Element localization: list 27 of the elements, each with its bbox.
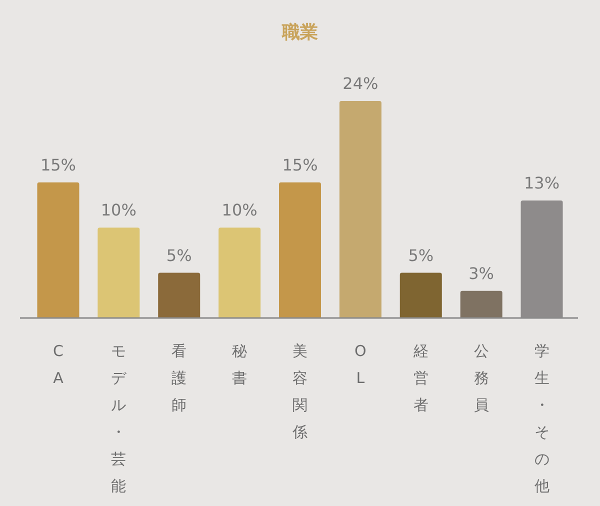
data-label: 15% <box>282 155 318 174</box>
bar <box>158 272 200 318</box>
bar <box>339 101 382 318</box>
bar <box>98 228 140 318</box>
data-label: 5% <box>408 246 434 265</box>
x-tick-label: OL <box>354 342 366 387</box>
x-tick-label: 看護師 <box>172 342 187 414</box>
x-tick-label: 経営者 <box>412 342 428 414</box>
data-label: 10% <box>222 200 258 220</box>
x-tick-label: 美容関係 <box>292 342 308 441</box>
data-label: 24% <box>342 74 378 93</box>
data-label: 5% <box>166 246 192 265</box>
bar <box>460 290 502 318</box>
bar <box>37 182 80 318</box>
bar <box>279 182 321 318</box>
x-tick-label: CA <box>52 342 64 387</box>
data-label: 10% <box>100 200 136 220</box>
data-label: 13% <box>524 173 560 192</box>
bar <box>218 228 261 318</box>
x-tick-label: 公務員 <box>474 342 489 414</box>
chart-title: 職業 <box>281 22 318 43</box>
data-label: 15% <box>40 155 76 174</box>
bar <box>400 272 442 318</box>
data-label: 3% <box>468 264 494 283</box>
x-tick-label: 秘書 <box>232 342 248 387</box>
x-tick-label: 学生・その他 <box>534 342 550 495</box>
x-tick-label: モデル・芸能 <box>111 342 128 495</box>
